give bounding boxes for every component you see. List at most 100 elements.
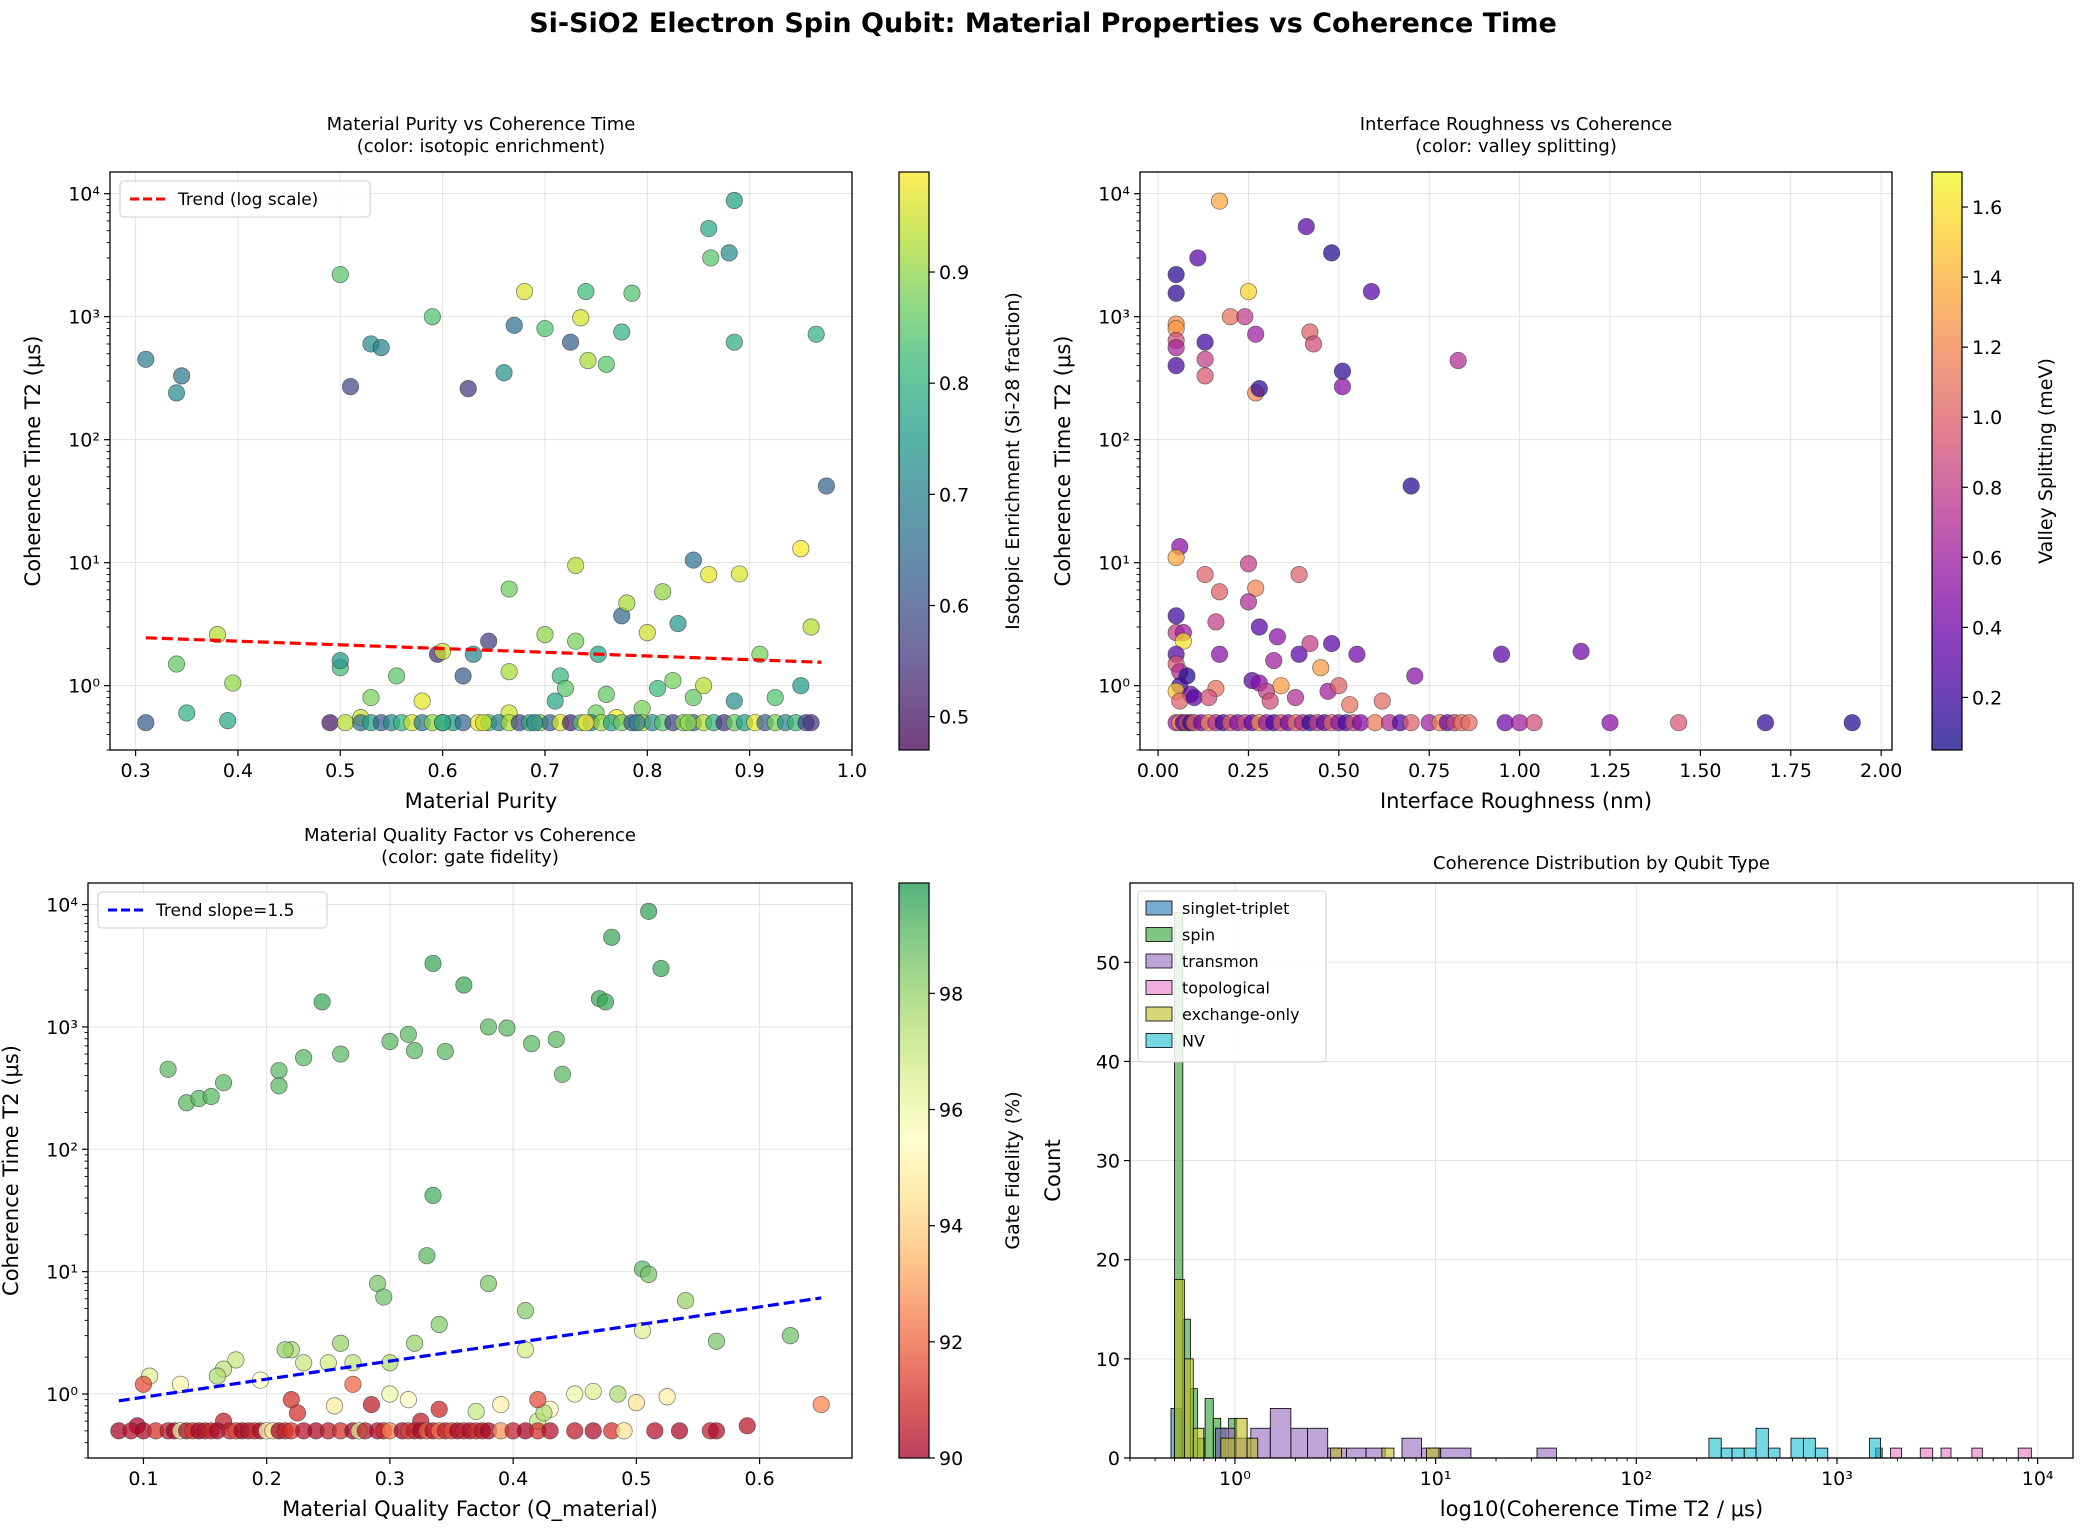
purity-points bbox=[137, 191, 836, 732]
purity-data-point bbox=[454, 667, 472, 685]
roughness-frame: 0.00 0.25 0.50 0.75 1.00 1.25 1.50 1.75 2.00 10⁰ 1… bbox=[1051, 114, 1902, 813]
quality-xtick-label: 0.2 bbox=[252, 1468, 282, 1490]
purity-data-point bbox=[700, 219, 718, 238]
purity-data-point bbox=[725, 692, 743, 710]
distribution-xlabel: log10(Coherence Time T2 / μs) bbox=[1440, 1497, 1763, 1521]
purity-data-point bbox=[372, 339, 390, 357]
quality-data-point bbox=[633, 1321, 652, 1340]
roughness-data-point bbox=[1301, 634, 1319, 653]
roughness-colorbar-label: Valley Splitting (meV) bbox=[2035, 358, 2057, 564]
purity-legend-label: Trend (log scale) bbox=[177, 190, 318, 210]
roughness-data-point bbox=[1200, 689, 1218, 707]
distribution-bar bbox=[1868, 1437, 1882, 1459]
quality-data-point bbox=[270, 1061, 288, 1080]
purity-ylabel: Coherence Time T2 (μs) bbox=[21, 336, 45, 587]
quality-data-point bbox=[430, 1315, 448, 1334]
quality-data-point bbox=[781, 1327, 799, 1345]
distribution-bar bbox=[1940, 1447, 1952, 1459]
distribution-bar bbox=[1755, 1427, 1769, 1459]
roughness-data-point bbox=[1210, 192, 1229, 210]
quality-data-point bbox=[492, 1395, 510, 1414]
quality-data-point bbox=[652, 959, 670, 978]
distribution-bar bbox=[1381, 1447, 1395, 1459]
roughness-subtitle: (color: valley splitting) bbox=[1415, 136, 1617, 157]
purity-data-point bbox=[638, 624, 656, 642]
roughness-colorbar-tick-label: 0.8 bbox=[1972, 477, 2002, 499]
roughness-data-point bbox=[1167, 357, 1185, 375]
distribution-bar bbox=[1440, 1447, 1472, 1459]
purity-data-point bbox=[792, 677, 810, 695]
roughness-data-point bbox=[1341, 696, 1359, 714]
quality-ytick-label: 10² bbox=[46, 1139, 78, 1161]
roughness-data-point bbox=[1323, 634, 1341, 653]
distribution-bar bbox=[1708, 1437, 1722, 1459]
purity-data-point bbox=[684, 551, 702, 569]
quality-colorbar-tick-label: 94 bbox=[939, 1216, 963, 1238]
roughness-data-point bbox=[1236, 308, 1254, 326]
distribution-legend-label: transmon bbox=[1182, 952, 1259, 971]
purity-panel: 0.3 0.4 0.5 0.6 0.7 0.8 0.9 1.0 10⁰ 10¹ 10² 10³ 10⁴ M… bbox=[21, 114, 1024, 813]
purity-colorbar-label: Isotopic Enrichment (Si-28 fraction) bbox=[1002, 292, 1024, 630]
quality-data-point bbox=[171, 1375, 190, 1393]
purity-frame: 0.3 0.4 0.5 0.6 0.7 0.8 0.9 1.0 10⁰ 10¹ 10² 10³ 10⁴ M… bbox=[21, 114, 867, 813]
quality-subtitle: (color: gate fidelity) bbox=[381, 847, 559, 868]
roughness-data-point bbox=[1247, 579, 1265, 597]
purity-data-point bbox=[500, 580, 518, 598]
distribution-bar bbox=[1401, 1437, 1422, 1459]
roughness-ytick-label: 10⁰ bbox=[1098, 676, 1130, 698]
roughness-data-point bbox=[1348, 645, 1366, 663]
purity-data-point bbox=[720, 244, 738, 262]
quality-xtick-label: 0.4 bbox=[498, 1468, 528, 1490]
quality-colorbar-bar bbox=[898, 882, 930, 1459]
purity-data-point bbox=[137, 350, 155, 368]
quality-colorbar-tick-label: 92 bbox=[939, 1332, 963, 1354]
figure-title: Si-SiO2 Electron Spin Qubit: Material Pr… bbox=[529, 8, 1557, 39]
distribution-bar bbox=[1183, 1358, 1194, 1459]
roughness-data-point bbox=[1402, 477, 1420, 495]
roughness-data-point bbox=[1196, 367, 1214, 385]
purity-data-point bbox=[579, 351, 597, 370]
roughness-data-point bbox=[1167, 548, 1185, 567]
purity-xlabel: Material Purity bbox=[405, 789, 558, 813]
quality-axes bbox=[88, 883, 852, 1458]
roughness-data-point bbox=[1239, 555, 1258, 573]
quality-data-point bbox=[670, 1422, 689, 1440]
roughness-data-point bbox=[1449, 351, 1467, 370]
quality-data-point bbox=[627, 1394, 645, 1412]
quality-legend-box bbox=[97, 891, 328, 929]
distribution-xtick-label: 10⁴ bbox=[2022, 1468, 2054, 1490]
roughness-data-point bbox=[1525, 714, 1543, 732]
roughness-data-point bbox=[1406, 667, 1424, 685]
purity-data-point bbox=[766, 689, 784, 707]
purity-data-point bbox=[173, 367, 191, 385]
roughness-data-point bbox=[1572, 642, 1590, 660]
roughness-data-point bbox=[1362, 282, 1380, 301]
roughness-data-point bbox=[1323, 244, 1341, 262]
purity-data-point bbox=[669, 614, 687, 633]
roughness-data-point bbox=[1221, 308, 1239, 326]
quality-frame: 0.1 0.2 0.3 0.4 0.5 0.6 10⁰ 10¹ 10² 10³ 10⁴ Materia… bbox=[0, 825, 853, 1522]
purity-data-point bbox=[495, 364, 513, 382]
distribution-legend-box bbox=[1137, 890, 1327, 1063]
quality-colorbar-label: Gate Fidelity (%) bbox=[1002, 1091, 1024, 1249]
quality-ytick-label: 10³ bbox=[46, 1017, 78, 1039]
purity-colorbar-tick-label: 0.9 bbox=[939, 262, 969, 284]
roughness-data-point bbox=[1174, 632, 1192, 650]
purity-ytick-label: 10⁰ bbox=[68, 676, 100, 698]
roughness-colorbar-bar bbox=[1931, 171, 1963, 751]
quality-data-point bbox=[362, 1395, 381, 1414]
distribution-bar bbox=[1743, 1447, 1757, 1459]
purity-data-point bbox=[219, 712, 237, 730]
purity-data-point bbox=[454, 714, 472, 732]
roughness-data-point bbox=[1290, 645, 1308, 663]
roughness-axes bbox=[1140, 172, 1892, 750]
purity-data-point bbox=[694, 677, 713, 695]
purity-data-point bbox=[536, 626, 554, 644]
quality-data-point bbox=[381, 1354, 399, 1372]
quality-data-point bbox=[640, 1265, 658, 1283]
quality-title: Material Quality Factor vs Coherence bbox=[304, 825, 636, 846]
purity-ytick-label: 10² bbox=[68, 430, 100, 452]
roughness-points bbox=[1167, 192, 1861, 732]
roughness-data-point bbox=[1261, 692, 1279, 710]
roughness-data-point bbox=[1167, 339, 1185, 357]
